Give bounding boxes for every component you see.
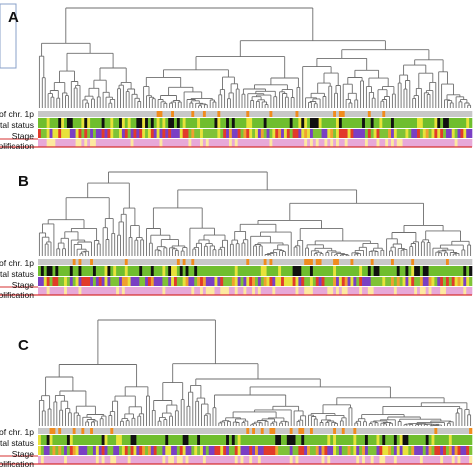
dendrogram [38,319,472,427]
dendrogram-branches [38,171,472,256]
track-label-vital-status: Vital status [0,120,34,130]
track-label-stage: Stage [12,131,34,141]
dendrogram-branches [38,319,472,427]
panel-b: B of chr. 1p Vital status Stage mplifica… [0,171,473,300]
track-vital-status [38,118,473,128]
track-label-stage: Stage [12,449,34,459]
panel-a: A of chr. 1p Vital status Stage mplifica… [0,7,473,151]
track-label-vital-status: Vital status [0,438,34,448]
track-vital-status [38,266,473,276]
track-label-amplification: mplification [0,459,34,469]
track-stage [38,277,473,286]
annotation-tracks [0,259,473,296]
annotation-tracks [0,428,473,465]
panel-letter: C [18,337,29,354]
panel-c: C of chr. 1p Vital status Stage mplifica… [0,319,473,469]
track-chr1p [38,111,473,117]
track-label-chr1p: of chr. 1p [0,258,34,268]
dendrogram-branches [38,7,472,108]
track-stage [38,129,473,138]
cropped-frame [0,3,17,69]
dendrogram [38,7,472,108]
track-stage [38,446,473,455]
panel-letter: A [8,9,19,26]
track-label-chr1p: of chr. 1p [0,427,34,437]
track-label-amplification: mplification [0,141,34,151]
track-vital-status [38,435,473,445]
track-label-stage: Stage [12,280,34,290]
track-label-chr1p: of chr. 1p [0,109,34,119]
track-label-vital-status: Vital status [0,269,34,279]
panel-letter: B [18,173,29,190]
track-label-amplification: mplification [0,290,34,300]
track-amplification [38,456,473,464]
dendrogram [38,171,472,256]
annotation-tracks [0,111,473,148]
track-chr1p [38,259,473,265]
track-amplification [38,139,473,147]
track-chr1p [38,428,473,434]
track-amplification [38,287,473,295]
